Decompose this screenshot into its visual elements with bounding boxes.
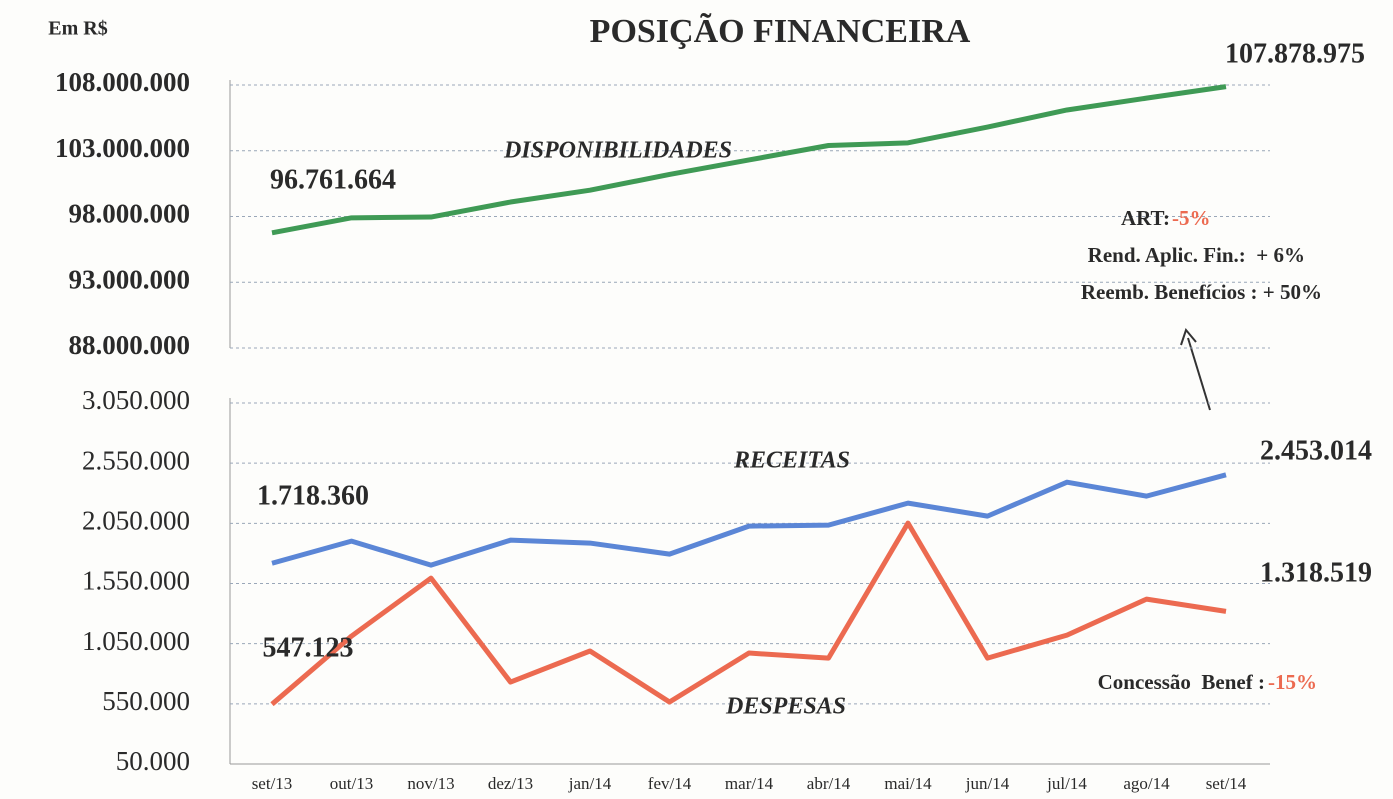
y-tick-label: 550.000 [102,686,190,716]
annotation: ART: [1121,206,1170,230]
annotation: Rend. Aplic. Fin.: + 6% [1088,243,1305,267]
x-tick-label: jul/14 [1046,774,1087,793]
y-tick-label: 1.050.000 [82,626,190,656]
y-tick-label: 1.550.000 [82,566,190,596]
data-label: 96.761.664 [270,164,396,195]
series-line [270,520,1227,707]
y-tick-label: 3.050.000 [82,385,190,415]
y-axis-label: Em R$ [48,18,107,40]
series-line [271,472,1227,568]
y-tick-label: 2.050.000 [82,506,190,536]
x-tick-label: jun/14 [965,774,1010,793]
x-tick-label: ago/14 [1123,774,1170,793]
data-label: 1.318.519 [1260,557,1372,588]
series-name: RECEITAS [733,448,850,474]
y-tick-label: 98.000.000 [69,199,191,229]
x-tick-label: mai/14 [884,774,932,793]
x-tick-label: nov/13 [407,774,454,793]
y-tick-label: 108.000.000 [55,67,190,97]
x-tick-label: jan/14 [568,774,612,793]
y-tick-label: 2.550.000 [82,445,190,475]
x-tick-label: out/13 [330,774,373,793]
x-tick-label: abr/14 [807,774,851,793]
chart-title: POSIÇÃO FINANCEIRA [590,13,971,50]
data-label: 547.123 [263,632,354,663]
y-tick-label: 93.000.000 [69,264,191,294]
arrow-head [1180,327,1197,346]
series-name: DESPESAS [725,694,846,720]
x-tick-label: set/13 [252,774,293,793]
arrow [1187,337,1211,411]
data-label: 1.718.360 [257,480,369,511]
x-tick-label: mar/14 [725,774,774,793]
y-tick-label: 50.000 [116,746,190,776]
data-label: 107.878.975 [1225,38,1365,69]
y-tick-label: 88.000.000 [69,330,191,360]
annotation: -15% [1268,670,1317,694]
annotation: -5% [1172,206,1211,230]
x-tick-label: fev/14 [648,774,692,793]
annotation: Reemb. Benefícios : + 50% [1081,280,1322,304]
y-tick-label: 103.000.000 [55,133,190,163]
x-tick-label: set/14 [1206,774,1247,793]
series-name: DISPONIBILIDADES [503,138,732,164]
series-line [271,84,1227,236]
annotation: Concessão Benef : [1098,670,1265,694]
data-label: 2.453.014 [1260,435,1372,466]
x-tick-label: dez/13 [488,774,533,793]
